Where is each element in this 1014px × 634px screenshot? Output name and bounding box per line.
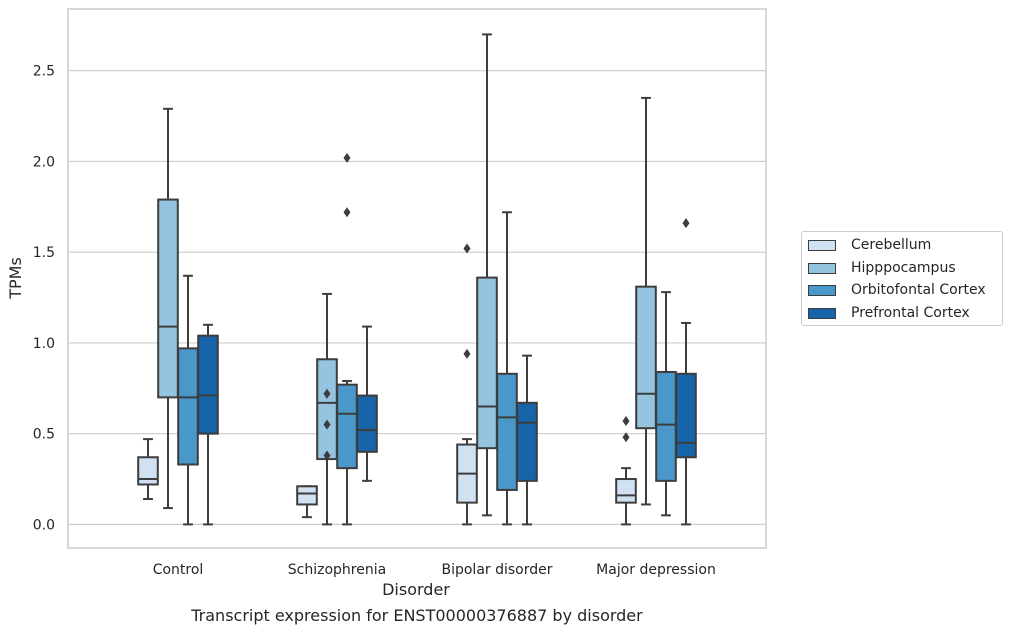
x-tick-label: Major depression bbox=[596, 562, 716, 578]
plot-frame bbox=[67, 8, 767, 549]
legend-swatch bbox=[808, 262, 836, 274]
box bbox=[655, 291, 677, 517]
box-iqr bbox=[157, 198, 179, 399]
x-tick-labels: Control Schizophrenia Bipolar disorder Majo… bbox=[153, 562, 716, 578]
y-tick-labels: 0.0 0.5 1.0 1.5 2.0 2.5 bbox=[33, 64, 55, 534]
x-tick-label: Bipolar disorder bbox=[441, 562, 552, 578]
legend: Cerebellum Hipppocampus Orbitofontal Cor… bbox=[801, 231, 1003, 326]
y-tick-label: 2.0 bbox=[33, 154, 55, 170]
legend-label: Hipppocampus bbox=[851, 260, 956, 276]
outlier-point bbox=[622, 432, 630, 443]
x-tick-label: Schizophrenia bbox=[288, 562, 386, 578]
box-iqr bbox=[296, 485, 318, 506]
legend-label: Orbitofontal Cortex bbox=[851, 282, 986, 298]
box-iqr bbox=[336, 383, 358, 470]
y-tick-label: 1.0 bbox=[33, 336, 55, 352]
x-tick-label: Control bbox=[153, 562, 204, 578]
boxes-layer bbox=[137, 33, 697, 526]
y-tick-label: 0.0 bbox=[33, 517, 55, 533]
outlier-point bbox=[682, 218, 690, 229]
legend-swatch bbox=[808, 239, 836, 251]
box-iqr bbox=[635, 285, 657, 430]
outlier-point bbox=[323, 388, 331, 399]
outlier-point bbox=[323, 450, 331, 461]
box bbox=[316, 292, 338, 526]
box-iqr bbox=[655, 370, 677, 482]
box-iqr bbox=[516, 401, 538, 482]
outlier-point bbox=[622, 415, 630, 426]
box bbox=[496, 211, 518, 526]
box-iqr bbox=[177, 347, 199, 466]
outlier-point bbox=[323, 419, 331, 430]
legend-item: Cerebellum bbox=[808, 236, 931, 254]
outlier-point bbox=[463, 243, 471, 254]
box bbox=[635, 96, 657, 506]
legend-swatch bbox=[808, 284, 836, 296]
legend-item: Hipppocampus bbox=[808, 259, 956, 277]
chart-caption: Transcript expression for ENST0000037688… bbox=[191, 606, 643, 625]
box-iqr bbox=[356, 394, 378, 453]
x-axis-label: Disorder bbox=[382, 580, 450, 599]
y-tick-label: 2.5 bbox=[33, 64, 55, 80]
box bbox=[516, 354, 538, 526]
box-iqr bbox=[615, 478, 637, 504]
outlier-point bbox=[343, 207, 351, 218]
box bbox=[157, 107, 179, 510]
box bbox=[137, 438, 159, 500]
y-tick-label: 0.5 bbox=[33, 427, 55, 443]
box bbox=[456, 243, 478, 526]
legend-label: Prefrontal Cortex bbox=[851, 305, 970, 321]
box-iqr bbox=[197, 334, 219, 435]
box bbox=[296, 485, 318, 519]
box-iqr bbox=[316, 358, 338, 461]
box bbox=[476, 33, 498, 517]
y-tick-label: 1.5 bbox=[33, 245, 55, 261]
outlier-point bbox=[463, 348, 471, 359]
box bbox=[675, 218, 697, 526]
legend-item: Orbitofontal Cortex bbox=[808, 281, 986, 299]
box bbox=[615, 415, 637, 526]
box bbox=[197, 323, 219, 526]
legend-label: Cerebellum bbox=[851, 237, 932, 253]
box-iqr bbox=[496, 372, 518, 491]
box bbox=[356, 325, 378, 482]
box-iqr bbox=[137, 456, 159, 486]
legend-item: Prefrontal Cortex bbox=[808, 304, 970, 322]
y-axis-label: TPMs bbox=[6, 257, 25, 300]
outlier-point bbox=[343, 152, 351, 163]
box bbox=[177, 274, 199, 526]
box-iqr bbox=[675, 372, 697, 459]
box bbox=[336, 152, 358, 526]
legend-swatch bbox=[808, 307, 836, 319]
box-iqr bbox=[476, 276, 498, 450]
